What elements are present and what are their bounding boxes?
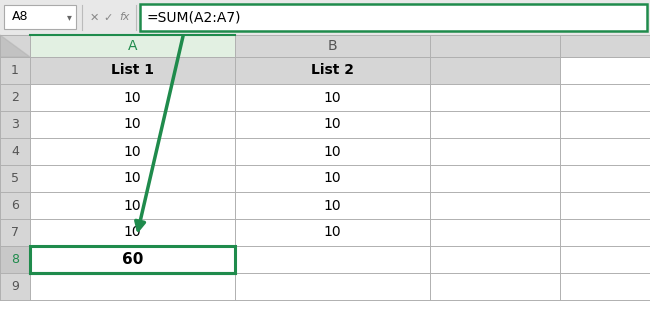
Bar [0,35,650,326]
Bar [0,111,30,138]
Text: 10: 10 [124,226,141,240]
Text: 9: 9 [11,280,19,293]
Text: 10: 10 [124,171,141,185]
Text: fx: fx [119,12,129,22]
Text: ✓: ✓ [103,12,112,22]
Bar [0,165,30,192]
Text: 10: 10 [324,91,341,105]
Text: 4: 4 [11,145,19,158]
Text: 7: 7 [11,226,19,239]
Bar [0,57,30,84]
Text: 10: 10 [324,226,341,240]
Text: 10: 10 [324,117,341,131]
Text: =SUM(A2:A7): =SUM(A2:A7) [146,10,240,24]
Text: B: B [328,39,337,53]
Text: 6: 6 [11,199,19,212]
Bar [30,57,235,84]
Text: A8: A8 [12,10,29,23]
Text: 10: 10 [124,91,141,105]
Bar [140,4,647,31]
Bar [0,219,30,246]
Text: ▾: ▾ [66,12,72,22]
Text: List 2: List 2 [311,64,354,78]
Text: List 1: List 1 [111,64,154,78]
Text: 10: 10 [324,171,341,185]
Text: 10: 10 [124,199,141,213]
Polygon shape [0,35,30,57]
Bar [0,35,650,57]
Bar [430,57,560,84]
Text: 10: 10 [324,199,341,213]
Text: 10: 10 [324,144,341,158]
Bar [0,138,30,165]
Text: 10: 10 [124,144,141,158]
Text: 10: 10 [124,117,141,131]
Bar [30,35,235,57]
Bar [30,246,235,273]
Bar [0,246,30,273]
Bar [0,273,30,300]
Bar [0,192,30,219]
Bar [4,5,76,29]
Text: 60: 60 [122,252,143,267]
Text: 5: 5 [11,172,19,185]
Text: 2: 2 [11,91,19,104]
Bar [235,57,430,84]
Text: 1: 1 [11,64,19,77]
Bar [30,246,235,273]
Text: 8: 8 [11,253,19,266]
Bar [0,0,650,35]
Text: ✕: ✕ [89,12,99,22]
Bar [0,84,30,111]
Text: 3: 3 [11,118,19,131]
Text: A: A [128,39,137,53]
